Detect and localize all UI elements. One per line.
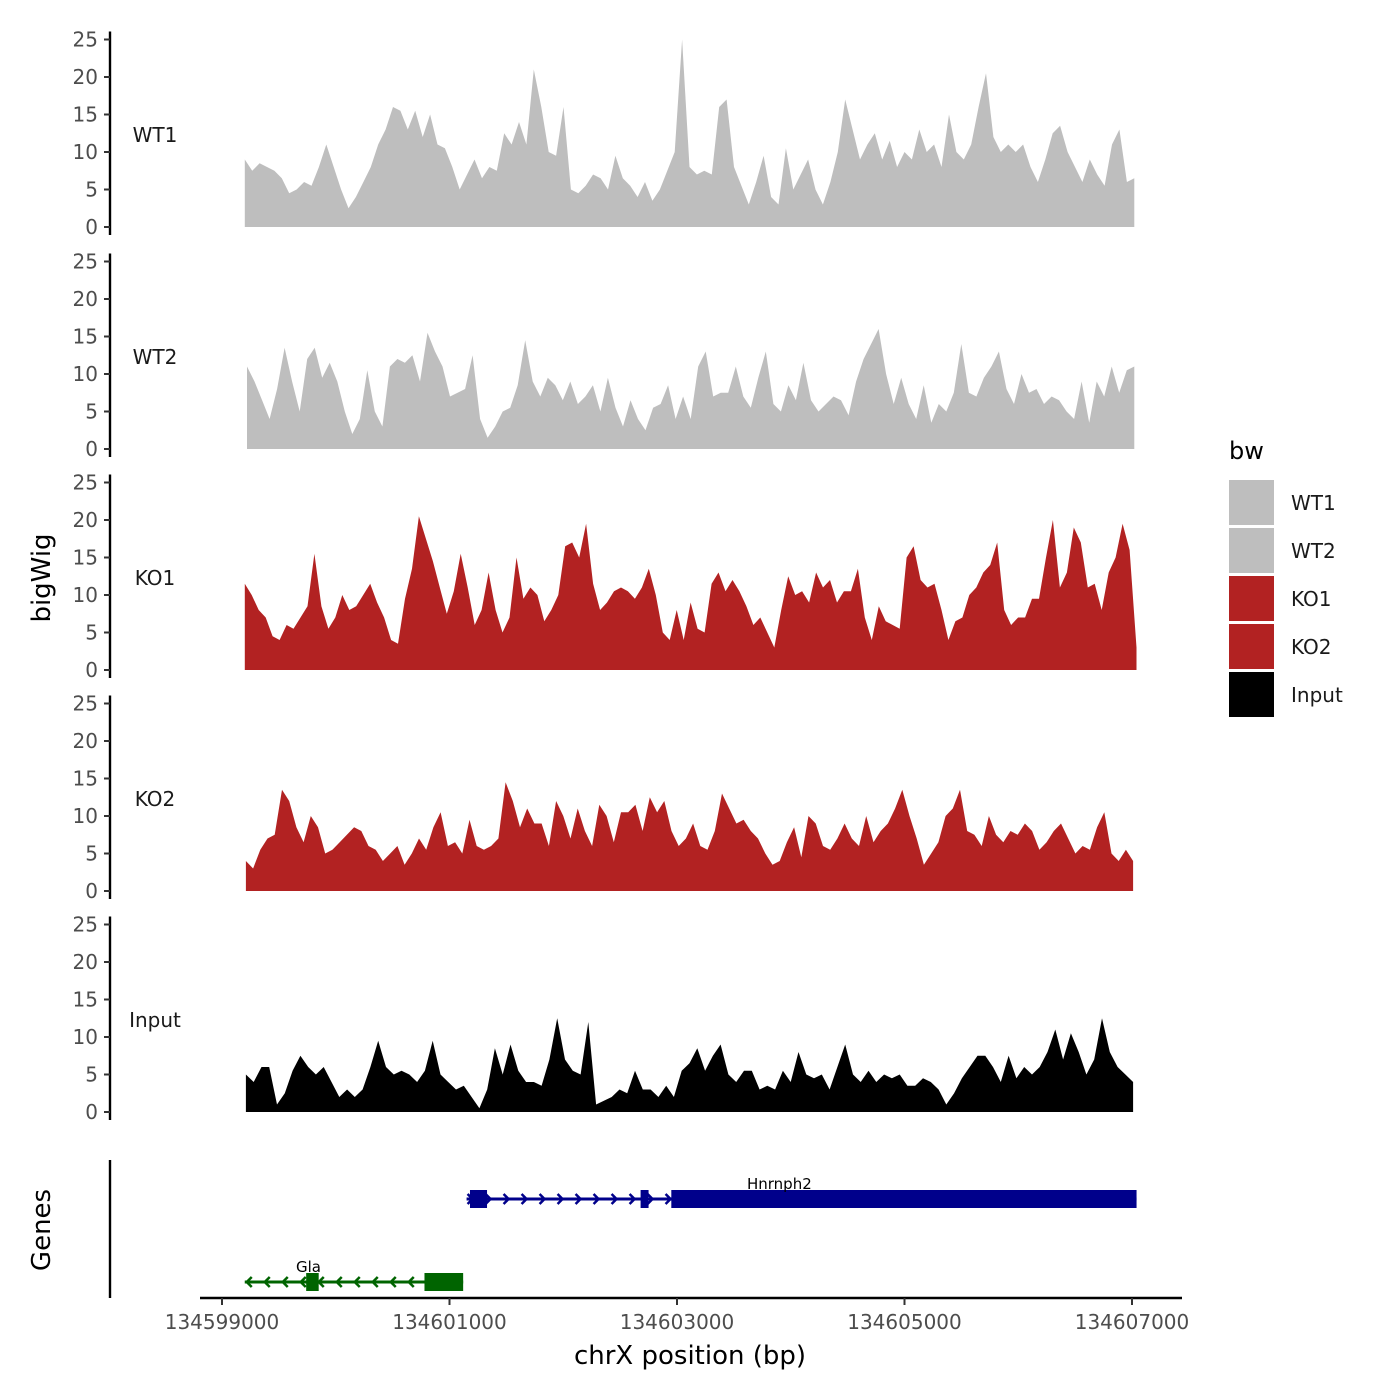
y-tick-label-KO2-15: 15	[73, 767, 98, 791]
strand-chevron	[244, 1276, 253, 1288]
y-tick-label-Input-15: 15	[73, 988, 98, 1012]
legend-label-KO1: KO1	[1291, 587, 1332, 611]
strand-chevron	[334, 1276, 343, 1288]
legend-title: bw	[1229, 437, 1264, 465]
strand-chevron	[316, 1276, 325, 1288]
track-label-KO2: KO2	[135, 787, 176, 811]
y-tick-label-KO1-20: 20	[73, 508, 98, 532]
y-tick-label-KO1-0: 0	[85, 658, 98, 682]
strand-chevron	[406, 1276, 415, 1288]
genes-axis-title: Genes	[27, 1189, 57, 1271]
y-tick-label-KO2-0: 0	[85, 879, 98, 903]
legend-key-WT1	[1229, 480, 1274, 525]
track-label-WT2: WT2	[133, 345, 178, 369]
x-axis: 134599000 134601000 134603000 134605000 1346…	[165, 1296, 1190, 1334]
gene-label-Hnrnph2: Hnrnph2	[747, 1175, 812, 1193]
gene-panel: Hnrnph2 Gla	[108, 1160, 1137, 1298]
y-tick-label-WT2-15: 15	[73, 325, 98, 349]
y-tick-label-KO1-5: 5	[85, 621, 98, 645]
y-tick-label-Input-5: 5	[85, 1063, 98, 1087]
y-tick-label-WT2-0: 0	[85, 437, 98, 461]
exon-Hnrnph2-2	[640, 1190, 649, 1208]
x-axis-title: chrX position (bp)	[574, 1341, 806, 1371]
y-tick-label-KO1-15: 15	[73, 546, 98, 570]
strand-chevron	[520, 1193, 529, 1205]
gene-Gla: Gla	[244, 1258, 464, 1291]
track-Input: 0 5 10 15 20 25 Input	[73, 913, 1134, 1124]
y-tick-label-KO1-10: 10	[73, 583, 98, 607]
strand-chevron	[664, 1193, 673, 1205]
strand-chevron	[352, 1276, 361, 1288]
y-tick-label-WT1-20: 20	[73, 65, 98, 89]
strand-chevron	[370, 1276, 379, 1288]
strand-chevron	[388, 1276, 397, 1288]
x-tick-label-134607000: 134607000	[1075, 1310, 1190, 1334]
y-tick-label-WT2-20: 20	[73, 287, 98, 311]
track-WT1: 0 5 10 15 20 25 WT1	[73, 28, 1135, 239]
legend-key-KO1	[1229, 576, 1274, 621]
legend-label-KO2: KO2	[1291, 635, 1332, 659]
y-tick-label-Input-25: 25	[73, 913, 98, 937]
area-Input	[245, 1018, 1134, 1112]
strand-chevron	[556, 1193, 565, 1205]
legend-key-Input	[1229, 672, 1274, 717]
y-tick-label-WT1-25: 25	[73, 28, 98, 52]
strand-chevron	[610, 1193, 619, 1205]
x-tick-label-134605000: 134605000	[847, 1310, 962, 1334]
strand-chevron	[280, 1276, 289, 1288]
y-tick-label-Input-10: 10	[73, 1025, 98, 1049]
track-WT2: 0 5 10 15 20 25 WT2	[73, 250, 1135, 461]
area-KO1	[244, 516, 1137, 670]
area-WT2	[247, 329, 1135, 449]
track-KO1: 0 5 10 15 20 25 KO1	[73, 471, 1137, 682]
strand-chevron	[298, 1276, 307, 1288]
strand-chevron	[574, 1193, 583, 1205]
exon-Hnrnph2-3	[671, 1190, 1137, 1208]
x-tick-label-134599000: 134599000	[165, 1310, 280, 1334]
y-tick-label-WT1-5: 5	[85, 178, 98, 202]
y-tick-label-KO2-20: 20	[73, 729, 98, 753]
track-label-KO1: KO1	[135, 566, 176, 590]
y-tick-label-KO2-25: 25	[73, 692, 98, 716]
legend-label-Input: Input	[1291, 683, 1343, 707]
exon-Gla-1	[306, 1273, 319, 1291]
y-tick-label-WT2-10: 10	[73, 362, 98, 386]
legend: bw WT1 WT2 KO1 KO2 Input	[1229, 437, 1343, 717]
area-KO2	[245, 782, 1134, 891]
y-tick-label-WT2-25: 25	[73, 250, 98, 274]
y-tick-label-WT1-0: 0	[85, 215, 98, 239]
legend-key-KO2	[1229, 624, 1274, 669]
strand-chevron	[262, 1276, 271, 1288]
legend-label-WT2: WT2	[1291, 539, 1336, 563]
y-tick-label-WT2-5: 5	[85, 400, 98, 424]
area-WT1	[244, 39, 1135, 227]
x-tick-label-134601000: 134601000	[392, 1310, 507, 1334]
x-tick-label-134603000: 134603000	[620, 1310, 735, 1334]
gene-label-Gla: Gla	[296, 1258, 321, 1276]
legend-key-WT2	[1229, 528, 1274, 573]
y-tick-label-Input-0: 0	[85, 1100, 98, 1124]
legend-label-WT1: WT1	[1291, 491, 1336, 515]
strand-chevron	[628, 1193, 637, 1205]
strand-chevron	[538, 1193, 547, 1205]
strand-chevron	[484, 1193, 493, 1205]
gene-Hnrnph2: Hnrnph2	[466, 1175, 1137, 1208]
track-label-Input: Input	[129, 1008, 181, 1032]
exon-Gla-2	[424, 1273, 464, 1291]
track-KO2: 0 5 10 15 20 25 KO2	[73, 692, 1134, 903]
y-tick-label-KO2-5: 5	[85, 842, 98, 866]
y-tick-label-KO1-25: 25	[73, 471, 98, 495]
y-axis-title: bigWig	[27, 533, 57, 622]
strand-chevron	[592, 1193, 601, 1205]
strand-chevron	[502, 1193, 511, 1205]
y-tick-label-WT1-10: 10	[73, 140, 98, 164]
y-tick-label-Input-20: 20	[73, 950, 98, 974]
y-tick-label-KO2-10: 10	[73, 804, 98, 828]
bigwig-tracks: 0510152025WT10510152025WT20510152025KO10…	[73, 28, 1137, 1124]
exon-Hnrnph2-1	[469, 1190, 488, 1208]
track-label-WT1: WT1	[133, 123, 178, 147]
strand-chevron	[646, 1193, 655, 1205]
y-tick-label-WT1-15: 15	[73, 103, 98, 127]
